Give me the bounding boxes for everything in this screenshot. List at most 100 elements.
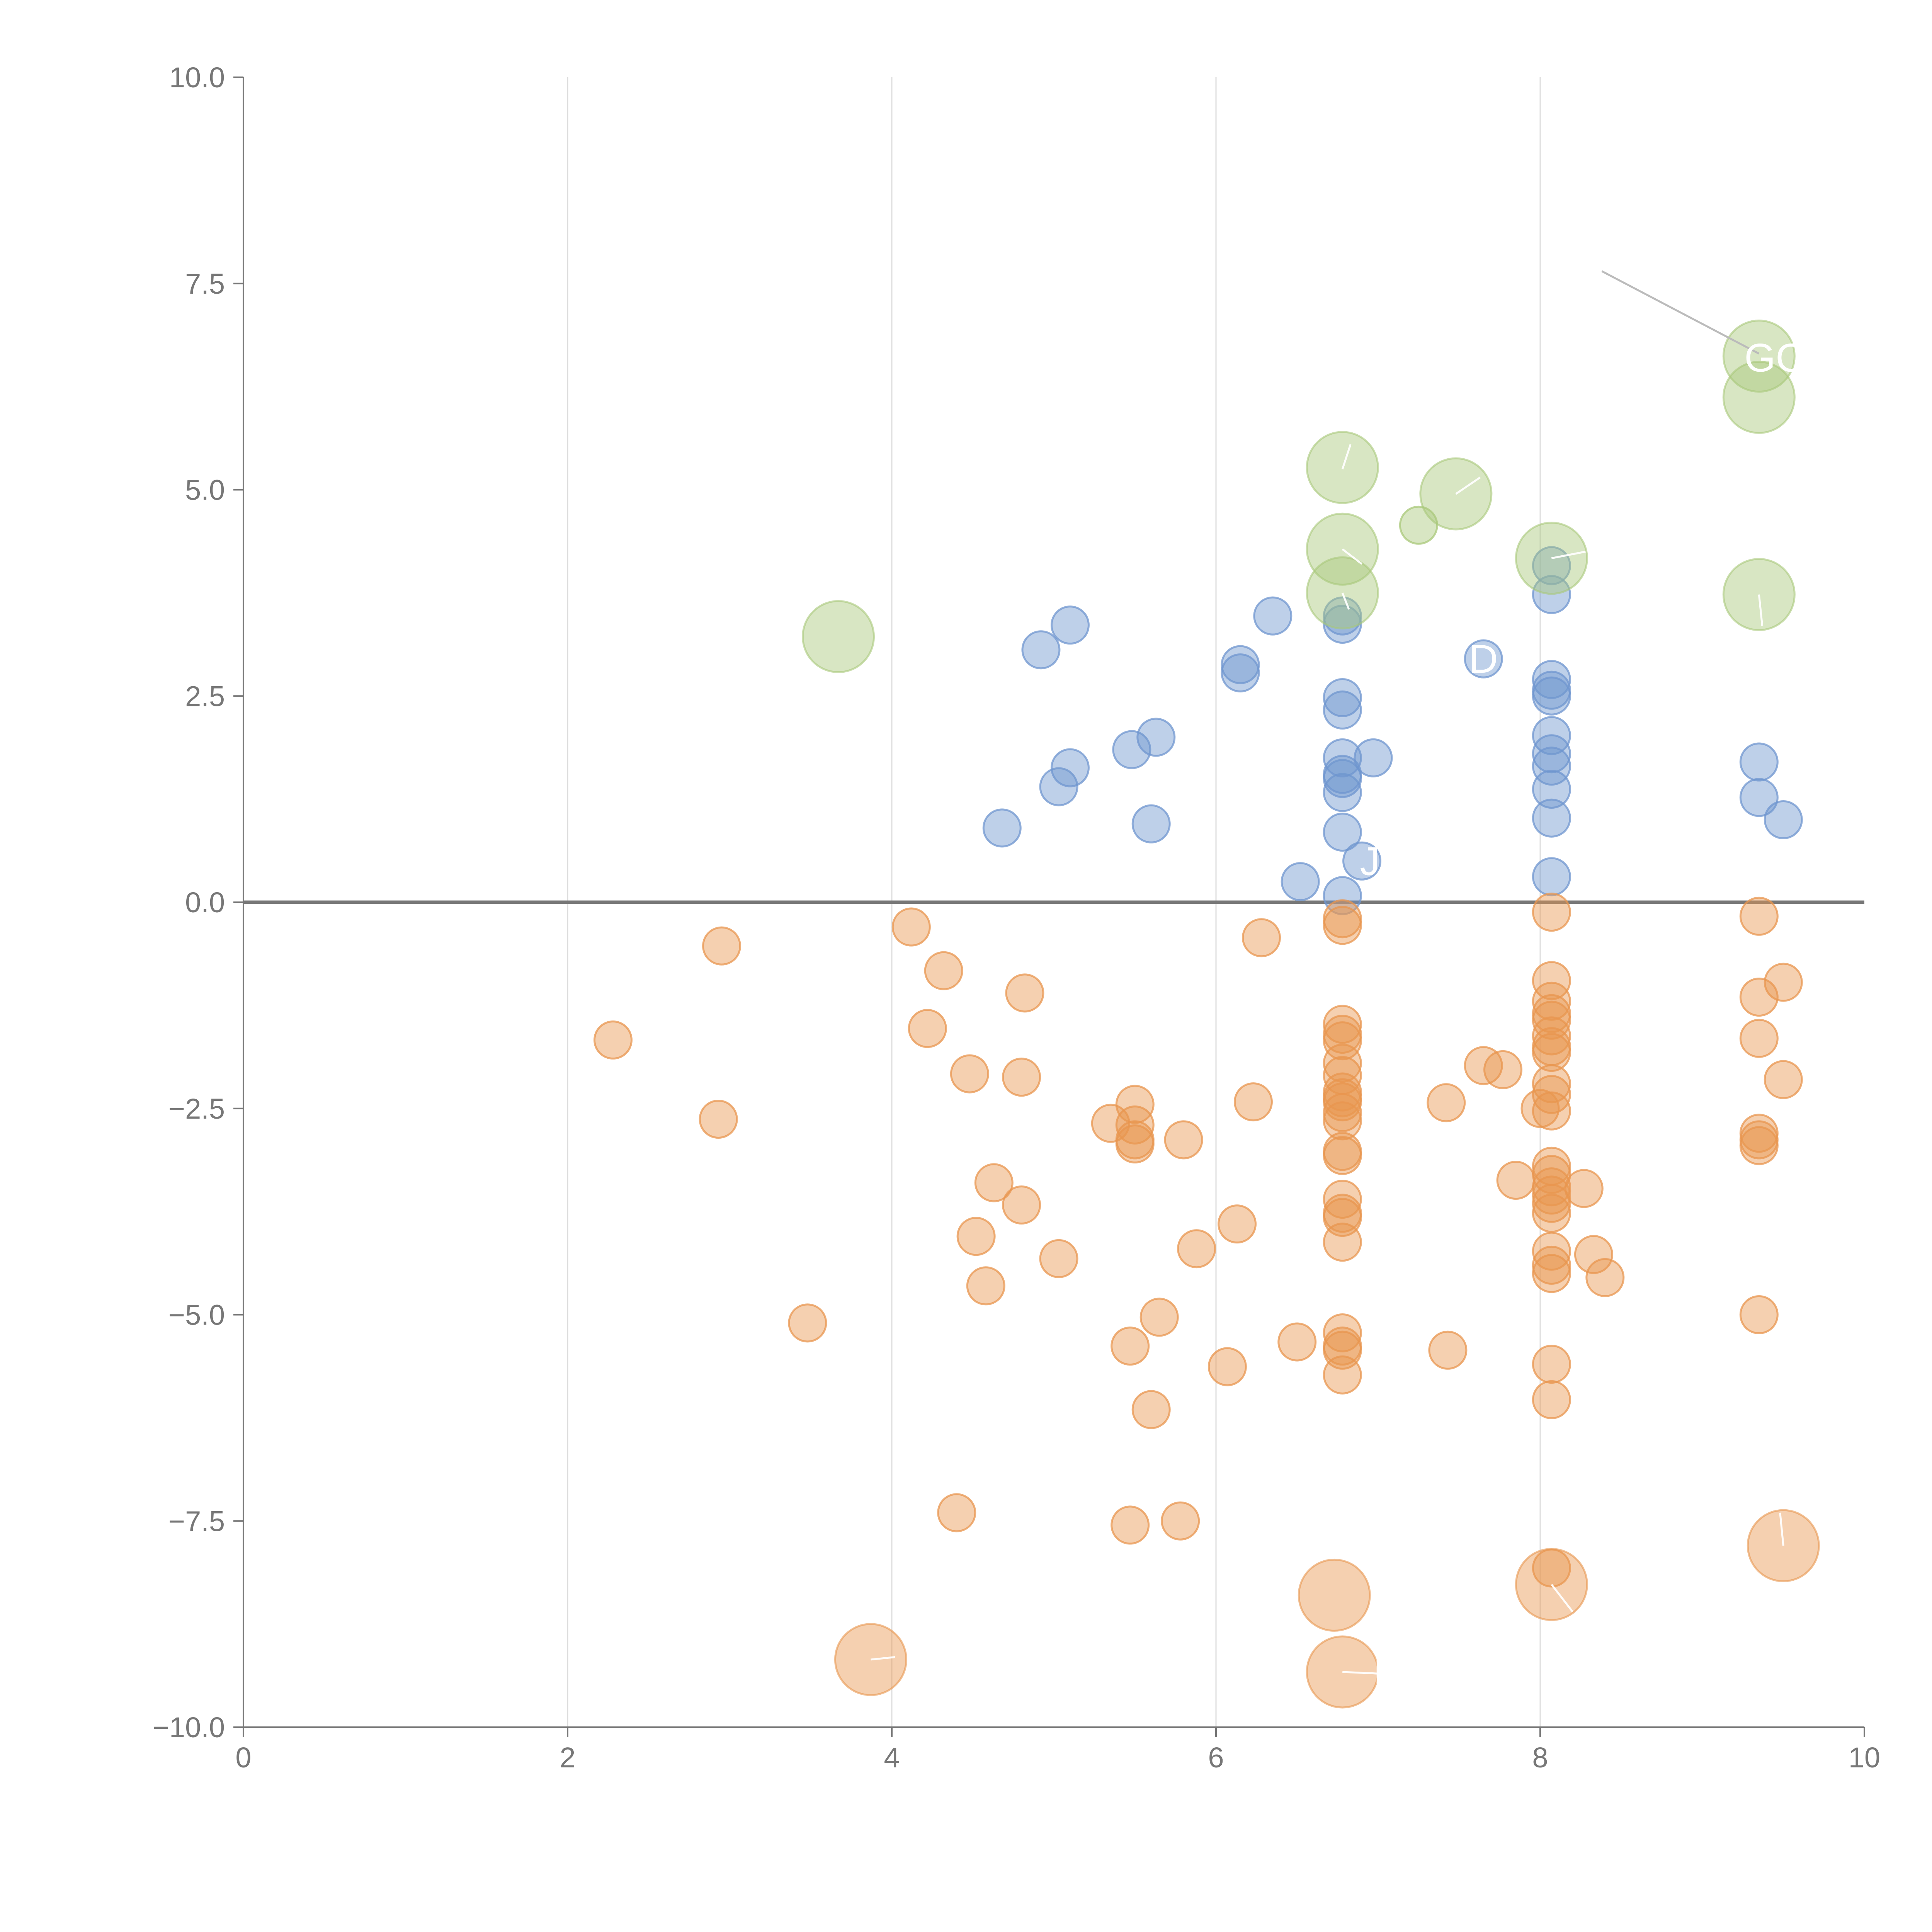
point-label: D	[1469, 637, 1498, 682]
point-orange	[1532, 1033, 1571, 1072]
point-blue	[1354, 738, 1393, 777]
y-tick-label: 5.0	[185, 474, 225, 506]
point-orange	[1532, 1155, 1571, 1194]
leader-line	[1455, 476, 1481, 495]
point-blue	[1464, 639, 1503, 679]
x-tick-label: 6	[1208, 1742, 1224, 1774]
point-orange	[702, 926, 742, 966]
y-tick-label: 0.0	[185, 886, 225, 918]
point-orange	[1464, 1046, 1503, 1085]
point-orange	[1532, 1091, 1571, 1131]
point-orange	[1323, 1223, 1362, 1262]
point-label: J	[1360, 839, 1380, 884]
point-orange	[1532, 1345, 1571, 1384]
x-tick-label: 10	[1849, 1742, 1880, 1774]
point-orange	[1218, 1204, 1257, 1244]
point-blue	[1323, 813, 1362, 852]
point-orange	[1532, 1254, 1571, 1293]
point-orange	[1277, 1322, 1317, 1362]
point-orange	[1164, 1120, 1203, 1160]
point-blue	[1136, 718, 1176, 757]
leader-line	[1342, 1671, 1378, 1675]
y-tick-label: 2.5	[185, 680, 225, 712]
point-orange	[1323, 1313, 1362, 1352]
point-orange	[1242, 918, 1281, 957]
x-tick-label: 2	[560, 1742, 575, 1774]
y-tick-label: −5.0	[168, 1299, 225, 1331]
point-orange	[1764, 1060, 1803, 1099]
point-orange	[1039, 1239, 1078, 1278]
point-orange	[1323, 1021, 1362, 1061]
point-orange	[966, 1266, 1005, 1306]
point-blue	[1532, 857, 1571, 896]
leader-line	[1779, 1512, 1784, 1546]
point-blue	[1532, 770, 1571, 809]
point-orange	[1111, 1505, 1150, 1545]
point-orange	[956, 1217, 996, 1256]
point-orange	[1739, 978, 1779, 1017]
point-orange	[908, 1009, 947, 1048]
point-orange	[1764, 963, 1803, 1002]
point-orange	[1208, 1347, 1247, 1386]
point-orange	[1131, 1390, 1171, 1429]
point-orange	[1574, 1235, 1613, 1274]
point-orange	[950, 1054, 989, 1094]
point-blue	[1221, 645, 1260, 684]
point-blue	[1323, 738, 1362, 777]
point-orange	[1496, 1160, 1536, 1200]
point-orange	[1323, 1101, 1362, 1141]
highlighted-point	[1298, 1558, 1371, 1632]
point-orange	[937, 1493, 976, 1532]
point-orange	[1532, 893, 1571, 932]
annotations: GC A F D J	[871, 270, 1804, 1692]
point-blue	[1131, 804, 1171, 844]
highlighted-point	[802, 600, 875, 673]
axes: 0 2 4 6 8 10 10.0 7.5 5.0 2.5 0.0 −2.5 −5.0 −7.5 −10.0	[153, 61, 1880, 1774]
point-orange	[1532, 961, 1571, 1000]
point-orange	[1532, 1231, 1571, 1271]
point-orange	[1111, 1327, 1150, 1366]
leader-line	[1341, 444, 1352, 469]
leader-line	[871, 1656, 895, 1661]
point-blue	[1323, 876, 1362, 915]
point-blue	[1323, 690, 1362, 730]
leader-line	[1601, 270, 1760, 355]
leader-line	[1758, 594, 1764, 626]
leader-line	[1341, 592, 1350, 610]
point-orange	[1323, 1043, 1362, 1083]
point-orange	[924, 951, 963, 990]
y-tick-label: −10.0	[153, 1711, 225, 1743]
point-blue	[1739, 742, 1779, 782]
point-blue	[1021, 630, 1061, 670]
point-orange	[1532, 1064, 1571, 1104]
point-label: A	[909, 1631, 936, 1676]
point-orange	[1323, 1355, 1362, 1395]
leader-line	[1551, 551, 1586, 560]
point-blue	[1253, 596, 1293, 636]
highlighted-point	[1722, 320, 1796, 393]
highlighted-point	[1722, 361, 1796, 434]
point-orange	[1115, 1085, 1155, 1124]
point-orange	[788, 1303, 827, 1343]
y-tick-label: 7.5	[185, 268, 225, 300]
point-orange	[1483, 1050, 1523, 1089]
point-orange	[593, 1020, 633, 1060]
point-orange	[891, 907, 931, 947]
point-orange	[1177, 1229, 1216, 1269]
point-orange	[1739, 1126, 1779, 1165]
point-blue	[1532, 798, 1571, 838]
point-blue	[1532, 747, 1571, 786]
data-points	[593, 505, 1803, 1588]
leader-line	[1342, 548, 1363, 565]
leader-line	[1551, 1584, 1573, 1612]
point-orange	[1323, 1136, 1362, 1175]
x-tick-label: 4	[884, 1742, 900, 1774]
point-orange	[1532, 1016, 1571, 1056]
point-orange	[1532, 1075, 1571, 1114]
y-tick-label: −2.5	[168, 1093, 225, 1125]
point-orange	[1002, 1185, 1041, 1225]
point-orange	[1323, 1093, 1362, 1132]
point-blue	[1112, 730, 1151, 769]
point-label: F	[1373, 1648, 1398, 1692]
point-orange	[1115, 1124, 1155, 1164]
